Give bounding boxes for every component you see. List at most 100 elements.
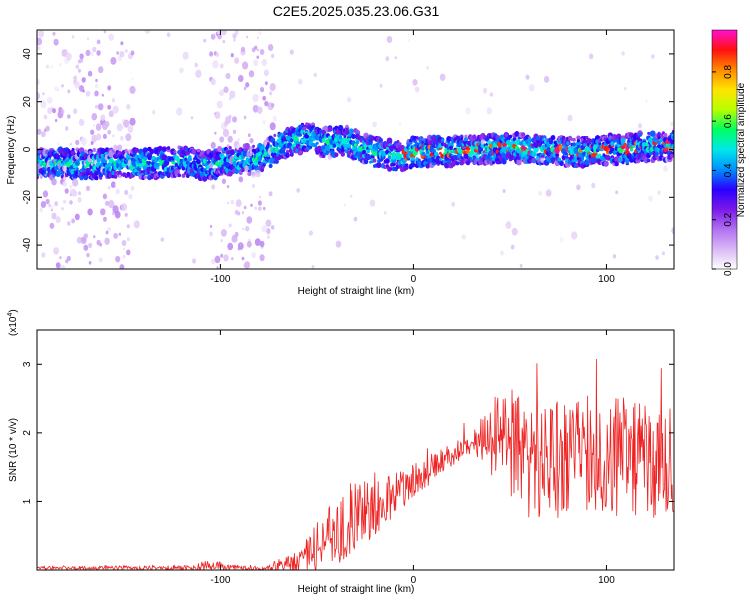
spectrogram-cell <box>202 175 208 182</box>
spectrogram-noise-cell <box>78 118 85 126</box>
spectrogram-noise-cell <box>261 224 268 233</box>
spectrogram-noise-cell <box>124 49 128 53</box>
spectrogram-cell <box>655 151 659 156</box>
spectrogram-noise-cell <box>133 220 140 229</box>
spectrogram-noise-cell <box>252 183 256 189</box>
spectrogram-noise-cell <box>43 114 48 120</box>
spectrogram-cell <box>387 152 392 157</box>
spectrogram-cell <box>83 175 89 181</box>
spectrogram-noise-cell <box>102 193 108 200</box>
spectrogram-noise-cell <box>86 252 90 258</box>
spectrogram-noise-cell <box>372 121 377 128</box>
spectrogram-cell <box>386 139 393 145</box>
spectrogram-noise-cell <box>414 86 420 93</box>
spectrogram-noise-cell <box>271 103 275 108</box>
spectrogram-cell <box>174 169 180 176</box>
spectrogram-noise-cell <box>231 257 234 261</box>
spectrogram-cell <box>669 153 674 159</box>
spectrogram-noise-cell <box>126 104 131 110</box>
spectrogram-noise-cell <box>85 49 91 57</box>
spectrogram-noise-cell <box>103 30 107 34</box>
snr-x-tick-label: 100 <box>598 575 615 586</box>
spectrogram-cell <box>369 160 372 164</box>
spectrogram-noise-cell <box>69 200 73 205</box>
spectrogram-noise-cell <box>263 69 269 77</box>
spectrogram-noise-cell <box>97 103 104 111</box>
spectrogram-noise-cell <box>271 53 275 59</box>
spectrogram-noise-cell <box>73 191 78 197</box>
spectrogram-noise-cell <box>244 261 251 269</box>
spectrogram-noise-cell <box>242 61 249 70</box>
spectrogram-noise-cell <box>407 38 410 43</box>
spectrogram-noise-cell <box>254 169 261 178</box>
spectrogram-noise-cell <box>241 211 245 215</box>
spectrogram-cell <box>173 150 177 154</box>
spectrogram-noise-cell <box>510 244 515 250</box>
spectrogram-cell <box>598 153 602 157</box>
spectrogram-cell <box>649 130 656 137</box>
spectrogram-noise-cell <box>264 81 268 86</box>
spectrogram-noise-cell <box>221 178 226 185</box>
spectrogram-noise-cell <box>66 255 71 262</box>
spectrogram-cell <box>86 171 90 176</box>
spectrogram-noise-cell <box>209 51 214 57</box>
spectrogram-noise-cell <box>118 174 122 179</box>
spectrogram-cell <box>347 143 352 149</box>
spectrogram-noise-cell <box>262 120 266 125</box>
spectrogram-cell <box>598 142 602 146</box>
colorbar-tick-label: 0.0 <box>723 262 734 276</box>
spectrogram-noise-cell <box>210 141 216 149</box>
spectrogram-cell <box>181 173 186 178</box>
spectrogram-noise-cell <box>663 165 668 172</box>
spectrogram-cell <box>581 157 585 161</box>
spectrogram-cell <box>323 125 329 131</box>
spectrogram-cell <box>550 135 556 141</box>
spectrogram-noise-cell <box>85 90 91 97</box>
spectrogram-cell <box>75 160 80 166</box>
spectrogram-noise-cell <box>237 138 240 142</box>
spectrogram-noise-cell <box>250 170 257 178</box>
spectrogram-cell <box>138 162 144 168</box>
spectrogram-noise-cell <box>246 35 249 39</box>
spectrogram-noise-cell <box>90 129 95 135</box>
spectrogram-cell <box>115 162 120 167</box>
spectrogram-noise-cell <box>219 63 224 69</box>
spectrogram-cell <box>94 175 99 181</box>
spectrogram-noise-cell <box>212 60 219 69</box>
spectrogram-noise-cell <box>94 104 99 109</box>
spectrogram-noise-cell <box>67 114 71 119</box>
spectrogram-noise-cell <box>46 64 49 69</box>
spectrogram-cells <box>37 30 674 269</box>
snr-x-tick-label: 0 <box>411 575 417 586</box>
spectrogram-cell <box>621 160 625 165</box>
spectrogram-noise-cell <box>262 206 266 211</box>
spectrogram-noise-cell <box>228 223 232 228</box>
snr-y-tick-label: 1 <box>22 498 33 504</box>
spectrogram-noise-cell <box>511 227 518 236</box>
spectrogram-cell <box>398 155 402 159</box>
spectrogram-cell <box>150 175 154 180</box>
spectrogram-noise-cell <box>69 184 73 189</box>
spectrogram-noise-cell <box>57 88 60 92</box>
spectrogram-noise-cell <box>115 188 120 195</box>
spectrogram-noise-cell <box>226 185 230 189</box>
spectrogram-cell <box>262 162 266 167</box>
spectrogram-cell <box>241 167 245 172</box>
spectrogram-cell <box>421 151 426 156</box>
spectrogram-cell <box>463 136 469 142</box>
spectrogram-cell <box>207 160 211 164</box>
spectrogram-noise-cell <box>190 116 194 120</box>
spectrogram-noise-cell <box>53 247 59 255</box>
spectrogram-noise-cell <box>51 178 57 186</box>
spectrogram-noise-cell <box>245 225 250 232</box>
spectrogram-cell <box>340 148 345 153</box>
spectrogram-noise-cell <box>540 157 545 163</box>
spectrogram-cell <box>366 154 371 160</box>
snr-ticks: -100 0 100 1 2 3 <box>22 330 674 586</box>
spectrogram-y-tick-label: -20 <box>22 190 33 205</box>
spectrogram-noise-cell <box>227 201 230 205</box>
spectrogram-cell <box>504 133 508 137</box>
spectrogram-cell <box>527 138 532 143</box>
spectrogram-cell <box>646 158 651 163</box>
spectrogram-noise-cell <box>117 55 122 62</box>
